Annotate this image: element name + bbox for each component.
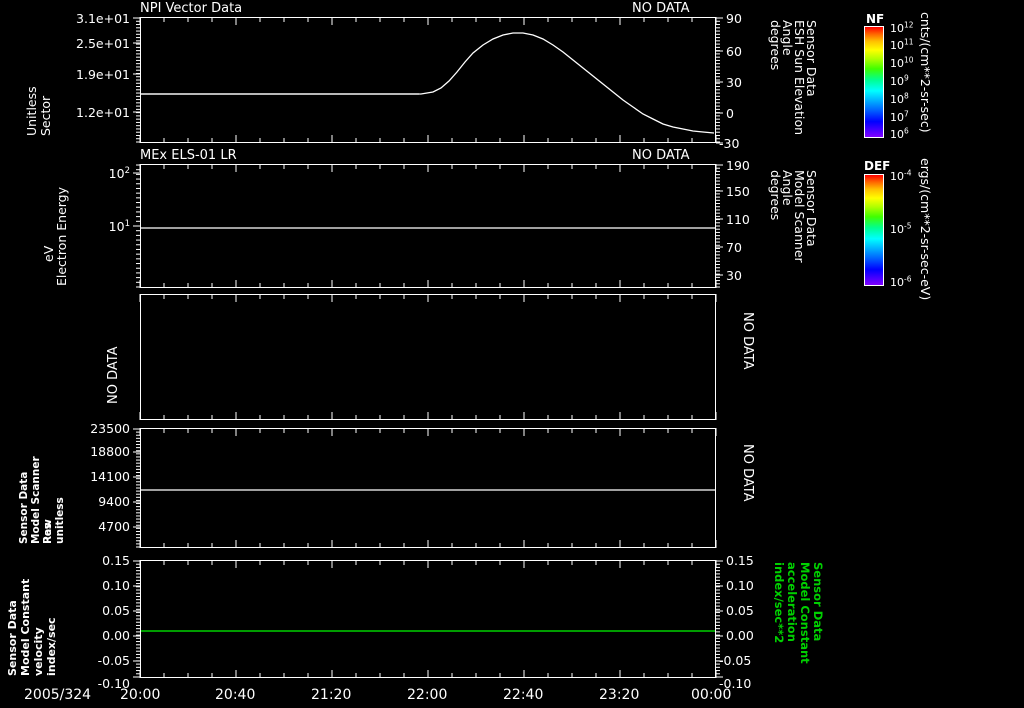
panel-4-ytick-1: 18800 xyxy=(90,444,130,459)
panel-2-rtick-0: 190 xyxy=(726,158,750,173)
panel-1-ytick-1: 2.5e+01 xyxy=(76,36,130,51)
time-axis-tick-5: 23:20 xyxy=(599,687,640,703)
panel-4-ytick-2: 14100 xyxy=(90,469,130,484)
panel-1-rtick-1: 60 xyxy=(726,44,742,59)
panel-5-rtick-2: 0.05 xyxy=(726,603,754,618)
panel-2-trace xyxy=(141,227,715,229)
panel-4-right-nodata: NO DATA xyxy=(740,444,755,502)
panel-2-rtick-3: 70 xyxy=(726,240,742,255)
colorbar-def-unit: ergs/(cm**2-sr-sec-eV) xyxy=(918,158,933,301)
panel-1-right-axis-title: Sensor Data ESH Sun Elevation Angle degr… xyxy=(768,20,819,136)
panel-5-rtick-1: 0.10 xyxy=(726,578,754,593)
panel-empty-plot[interactable] xyxy=(140,294,716,420)
colorbar-def-gradient[interactable] xyxy=(864,174,884,286)
panel-5-trace xyxy=(141,630,715,632)
colorbar-nf-tick-6: 106 xyxy=(890,126,909,141)
panel-1-ytick-2: 1.9e+01 xyxy=(76,67,130,82)
panel-scanner-pos-plot[interactable] xyxy=(140,428,716,548)
panel-5-left-axis-title: Sensor Data Model Constant velocity inde… xyxy=(6,578,58,676)
panel-1-title-left: NPI Vector Data xyxy=(140,1,243,16)
panel-4-trace xyxy=(141,489,715,491)
panel-2-title-right: NO DATA xyxy=(632,148,690,163)
panel-2-ytick-1: 101 xyxy=(108,218,130,234)
panel-5-rtick-3: 0.00 xyxy=(726,628,754,643)
panel-5-ytick-4: -0.05 xyxy=(97,653,130,668)
panel-1-ytick-3: 1.2e+01 xyxy=(76,105,130,120)
colorbar-nf-tick-0: 1012 xyxy=(890,20,914,35)
panel-2-rtick-4: 30 xyxy=(726,268,742,283)
colorbar-nf-title: NF xyxy=(866,12,885,26)
panel-2-ytick-0: 102 xyxy=(108,165,130,181)
panel-1-ytick-0: 3.1e+01 xyxy=(76,11,130,26)
colorbar-nf-gradient[interactable] xyxy=(864,26,884,138)
panel-3-right-nodata: NO DATA xyxy=(740,312,755,370)
time-axis-tick-4: 22:40 xyxy=(503,687,544,703)
colorbar-nf-tick-1: 1011 xyxy=(890,37,914,52)
panel-5-rtick-0: 0.15 xyxy=(726,553,754,568)
panel-5-ytick-5: -0.10 xyxy=(97,676,130,691)
panel-5-ytick-2: 0.05 xyxy=(102,603,130,618)
colorbar-def-title: DEF xyxy=(864,159,891,173)
panel-5-rtick-5: -0.10 xyxy=(719,676,752,691)
time-axis-tick-6: 00:00 xyxy=(691,687,732,703)
panel-5-right-axis-title: Sensor Data Model Constant acceleration … xyxy=(772,562,825,664)
panel-4-ytick-4: 4700 xyxy=(98,519,130,534)
panel-1-rtick-2: 30 xyxy=(726,75,742,90)
panel-3-left-nodata: NO DATA xyxy=(106,346,121,404)
panel-4-ytick-0: 23500 xyxy=(90,421,130,436)
colorbar-nf-unit: cnts/(cm**2-sr-sec) xyxy=(918,12,933,133)
time-axis-tick-3: 22:00 xyxy=(407,687,448,703)
panel-1-rtick-3: 0 xyxy=(726,106,734,121)
panel-5-ytick-0: 0.15 xyxy=(102,553,130,568)
panel-5-rtick-4: -0.05 xyxy=(719,653,752,668)
panel-2-title-left: MEx ELS-01 LR xyxy=(140,148,237,163)
time-axis-tick-1: 20:40 xyxy=(215,687,256,703)
colorbar-def-tick-1: 10-5 xyxy=(890,221,912,236)
panel-npi-vector-plot[interactable] xyxy=(140,17,716,143)
panel-2-rtick-1: 150 xyxy=(726,184,750,199)
panel-1-rtick-4: -30 xyxy=(719,136,740,151)
panel-1-trace xyxy=(141,32,715,134)
panel-1-rtick-0: 90 xyxy=(726,11,742,26)
panel-4-ytick-3: 9400 xyxy=(98,494,130,509)
colorbar-nf-tick-2: 1010 xyxy=(890,55,914,70)
panel-els-spectrogram-plot[interactable] xyxy=(140,164,716,288)
colorbar-nf-tick-4: 108 xyxy=(890,91,909,106)
panel-2-rtick-2: 110 xyxy=(726,212,750,227)
panel-constant-velocity-plot[interactable] xyxy=(140,560,716,678)
panel-1-left-axis-title: Sector Unitless xyxy=(24,86,53,136)
panel-5-ytick-1: 0.10 xyxy=(102,578,130,593)
panel-2-right-axis-title: Sensor Data Model Scanner Angle degrees xyxy=(768,170,819,263)
colorbar-nf-tick-3: 109 xyxy=(890,73,909,88)
time-axis-date: 2005/324 xyxy=(24,687,92,703)
colorbar-def-tick-2: 10-6 xyxy=(890,274,912,289)
time-axis-tick-2: 21:20 xyxy=(311,687,352,703)
panel-4-left-axis-title: Sensor Data Model Scanner Pos Raw unitle… xyxy=(18,456,66,544)
panel-1-title-right: NO DATA xyxy=(632,1,690,16)
panel-2-left-axis-title: Electron Energy eV xyxy=(41,186,69,286)
time-axis-tick-0: 20:00 xyxy=(120,687,161,703)
panel-5-ytick-3: 0.00 xyxy=(102,628,130,643)
colorbar-nf-tick-5: 107 xyxy=(890,109,909,124)
colorbar-def-tick-0: 10-4 xyxy=(890,168,912,183)
